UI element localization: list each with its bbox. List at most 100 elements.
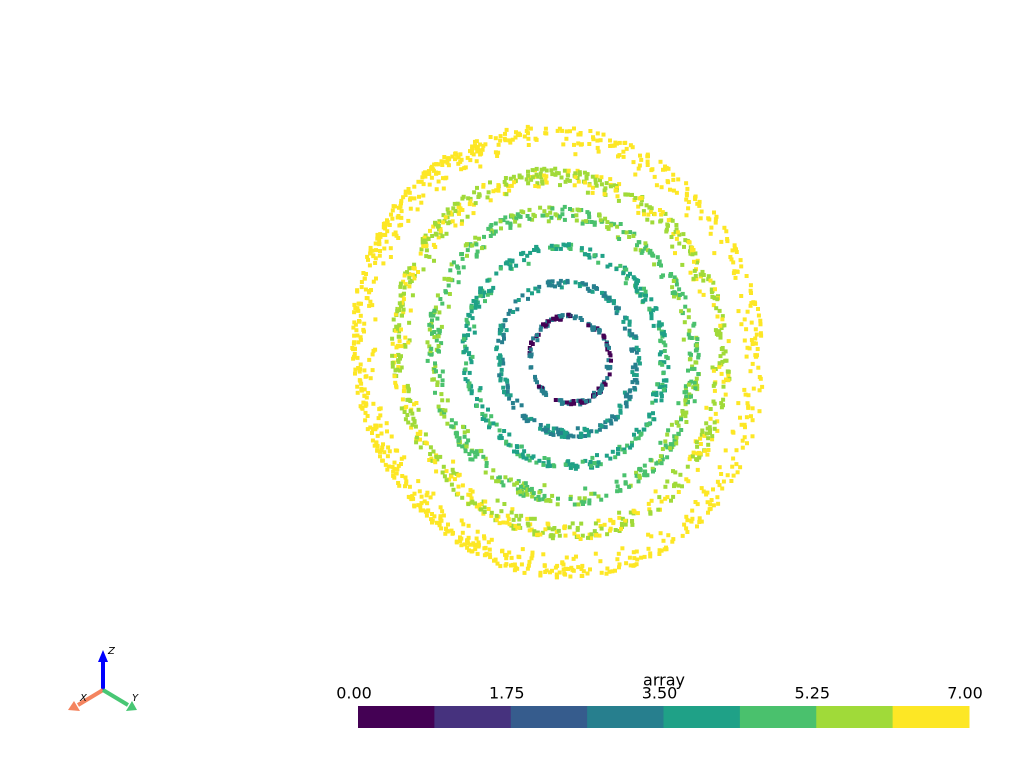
point: [573, 171, 578, 176]
point: [696, 352, 701, 357]
point: [643, 246, 648, 251]
point: [579, 318, 584, 322]
point: [639, 431, 644, 436]
point: [352, 333, 357, 338]
point: [646, 422, 651, 427]
point: [456, 280, 461, 285]
point: [600, 290, 604, 295]
point: [634, 473, 639, 478]
point: [513, 523, 517, 528]
point: [466, 535, 471, 540]
point: [706, 277, 711, 282]
point: [720, 486, 725, 491]
point: [532, 532, 537, 537]
point: [689, 519, 694, 524]
point: [549, 168, 554, 173]
point: [674, 223, 679, 227]
point: [568, 433, 573, 438]
point: [608, 456, 613, 461]
point: [568, 497, 573, 501]
point: [665, 356, 670, 361]
point: [381, 442, 385, 447]
point: [506, 517, 511, 522]
point: [465, 242, 469, 247]
point: [505, 220, 510, 225]
point: [684, 477, 689, 482]
point: [555, 502, 560, 507]
point: [431, 167, 436, 172]
point: [701, 273, 706, 277]
point: [748, 288, 753, 293]
point: [463, 367, 468, 372]
point: [684, 526, 689, 531]
point: [512, 180, 517, 185]
point: [459, 543, 464, 548]
point: [509, 555, 514, 560]
point: [616, 198, 621, 203]
point: [406, 187, 411, 191]
point: [438, 229, 443, 234]
point: [570, 521, 575, 526]
point: [752, 300, 757, 305]
point: [707, 217, 712, 222]
point: [698, 436, 703, 441]
point: [544, 168, 549, 173]
point: [521, 455, 526, 460]
point: [383, 221, 388, 226]
point: [562, 168, 567, 173]
point: [482, 234, 486, 239]
point: [671, 188, 676, 193]
point: [617, 565, 621, 570]
point: [529, 556, 534, 561]
point: [391, 204, 396, 209]
point: [520, 293, 525, 298]
point: [508, 225, 513, 230]
point: [564, 430, 569, 435]
point: [659, 218, 664, 223]
point: [607, 345, 611, 350]
point: [373, 256, 378, 261]
point: [659, 263, 663, 268]
point: [394, 383, 398, 388]
point: [597, 328, 602, 333]
point: [616, 447, 620, 451]
point: [416, 479, 421, 484]
point: [432, 459, 437, 463]
point: [563, 572, 568, 577]
point: [560, 128, 565, 133]
point: [433, 231, 438, 236]
scalar-bar: array 0.00 1.75 3.50 5.25 7.00: [336, 671, 983, 728]
point: [680, 533, 685, 538]
point: [539, 388, 544, 393]
point: [527, 207, 532, 212]
point: [671, 172, 676, 177]
point: [603, 186, 608, 191]
point: [494, 347, 499, 352]
point: [485, 278, 490, 283]
point: [351, 325, 356, 330]
point: [749, 414, 753, 419]
point: [653, 489, 658, 494]
point: [706, 436, 711, 441]
point: [380, 458, 385, 463]
point: [637, 361, 642, 366]
point: [478, 398, 483, 403]
point: [637, 429, 641, 434]
point: [561, 429, 566, 434]
point: [398, 284, 403, 289]
point: [662, 349, 667, 353]
point: [569, 402, 574, 407]
point: [708, 506, 713, 511]
point: [461, 194, 466, 199]
point: [470, 144, 475, 149]
point: [522, 570, 527, 575]
point: [691, 276, 696, 281]
point: [568, 207, 572, 211]
point: [365, 296, 370, 301]
point: [652, 212, 657, 217]
point: [491, 189, 496, 194]
point: [444, 290, 448, 295]
point: [715, 419, 720, 424]
point: [428, 495, 433, 500]
point: [370, 352, 375, 357]
